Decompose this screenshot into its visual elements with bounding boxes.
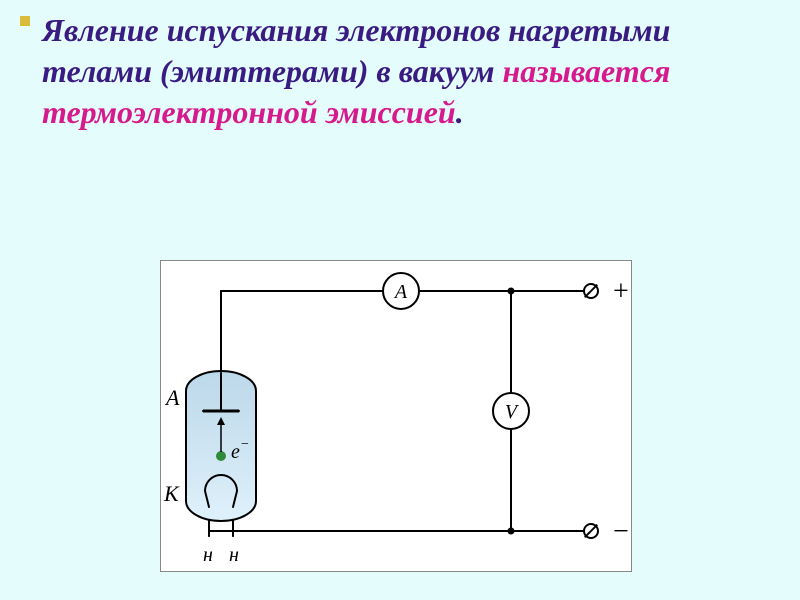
anode-label: A — [164, 385, 180, 410]
svg-text:−: − — [241, 437, 249, 452]
heater-label-1: н — [203, 544, 213, 566]
electron-dot — [216, 451, 226, 461]
svg-text:−: − — [613, 516, 629, 547]
headline-text: Явление испускания электронов нагретыми … — [42, 10, 780, 133]
cathode-label: K — [163, 481, 180, 506]
circuit-svg: AV+−AKe−нн — [161, 261, 631, 571]
bullet-marker — [20, 16, 30, 26]
slide: Явление испускания электронов нагретыми … — [0, 0, 800, 600]
electron-label: e — [231, 441, 240, 463]
headline-period: . — [456, 94, 464, 130]
circuit-diagram: AV+−AKe−нн — [160, 260, 632, 572]
headline-part3: в вакуум — [376, 53, 502, 89]
headline-paren-close: ) — [358, 53, 377, 89]
svg-text:+: + — [613, 276, 629, 307]
headline-emitters: эмиттерами — [171, 53, 358, 89]
heater-label-2: н — [229, 544, 239, 566]
svg-text:A: A — [393, 281, 408, 303]
headline-paren-open: ( — [160, 53, 171, 89]
